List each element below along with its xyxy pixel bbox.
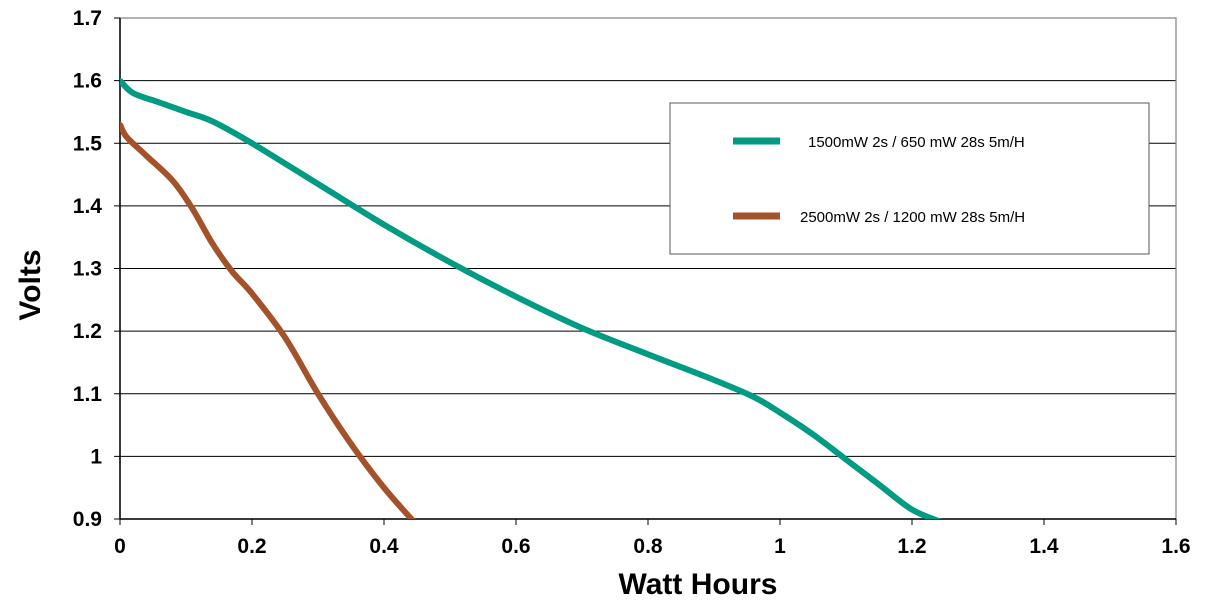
x-tick-label: 1.2 — [897, 535, 926, 558]
data-point-series-1 — [183, 109, 189, 115]
series-line-1 — [120, 78, 942, 519]
x-tick-label: 0.4 — [369, 535, 399, 558]
data-point-series-1 — [447, 259, 453, 265]
series-line-2 — [120, 123, 416, 519]
data-point-series-1 — [120, 78, 123, 84]
y-tick-label: 1.2 — [73, 320, 102, 343]
axes — [114, 17, 1177, 525]
data-point-series-1 — [513, 294, 519, 300]
legend-label-series-2: 2500mW 2s / 1200 mW 28s 5m/H — [800, 209, 1025, 226]
data-point-series-2 — [282, 334, 288, 340]
data-point-series-1 — [645, 351, 651, 357]
data-point-series-1 — [777, 409, 783, 416]
data-point-series-2 — [170, 178, 176, 184]
data-series — [120, 78, 944, 546]
data-point-series-2 — [431, 541, 436, 546]
data-point-series-1 — [843, 456, 849, 463]
data-point-series-1 — [157, 99, 163, 106]
x-tick-label: 0 — [114, 535, 126, 558]
data-point-series-2 — [190, 206, 196, 212]
data-point-series-1 — [751, 394, 757, 400]
x-tick-label: 0.2 — [237, 535, 266, 558]
y-tick-label: 1.4 — [73, 195, 103, 218]
data-point-series-1 — [130, 90, 136, 96]
x-tick-label: 1 — [774, 535, 786, 558]
y-tick-label: 1 — [90, 445, 102, 468]
data-point-series-1 — [939, 520, 944, 525]
x-tick-label: 1.4 — [1029, 535, 1059, 558]
legend-label-series-1: 1500mW 2s / 650 mW 28s 5m/H — [808, 134, 1025, 151]
data-point-series-1 — [711, 377, 717, 383]
data-point-series-1 — [381, 222, 387, 228]
data-point-series-2 — [120, 121, 123, 128]
data-point-series-2 — [209, 240, 215, 247]
x-tick-label: 1.6 — [1161, 535, 1190, 558]
x-tick-label: 0.8 — [633, 535, 663, 558]
legend-box — [669, 102, 1150, 255]
y-tick-label: 1.5 — [73, 132, 103, 155]
y-tick-label: 1.7 — [73, 7, 102, 30]
y-tick-label: 1.1 — [73, 383, 103, 406]
data-point-series-2 — [315, 391, 321, 397]
y-tick-label: 0.9 — [73, 508, 102, 531]
data-point-series-2 — [414, 523, 419, 528]
data-point-series-1 — [579, 325, 585, 331]
data-point-series-2 — [381, 485, 387, 491]
y-tick-label: 1.3 — [73, 258, 102, 281]
data-point-series-1 — [876, 481, 882, 488]
data-point-series-1 — [209, 118, 215, 124]
data-point-series-2 — [249, 290, 255, 297]
data-point-series-1 — [810, 431, 816, 438]
data-point-series-1 — [249, 140, 255, 146]
legend: 1500mW 2s / 650 mW 28s 5m/H 2500mW 2s / … — [669, 102, 1150, 255]
data-point-series-1 — [315, 181, 321, 187]
x-tick-label: 0.6 — [501, 535, 530, 558]
x-axis-title: Watt Hours — [619, 568, 778, 601]
tick-labels: 0.9 1 1.1 1.2 1.3 1.4 1.5 1.6 1.7 0 0.2 0.4 0.6 0.8 1 1… — [73, 7, 1191, 558]
gridlines — [120, 80, 1176, 457]
data-point-series-2 — [229, 269, 235, 275]
data-point-series-2 — [348, 441, 354, 447]
data-point-series-1 — [909, 507, 915, 513]
data-point-series-2 — [124, 134, 130, 140]
data-point-series-2 — [143, 153, 149, 159]
y-tick-label: 1.6 — [73, 70, 102, 93]
y-axis-title: Volts — [14, 249, 47, 320]
